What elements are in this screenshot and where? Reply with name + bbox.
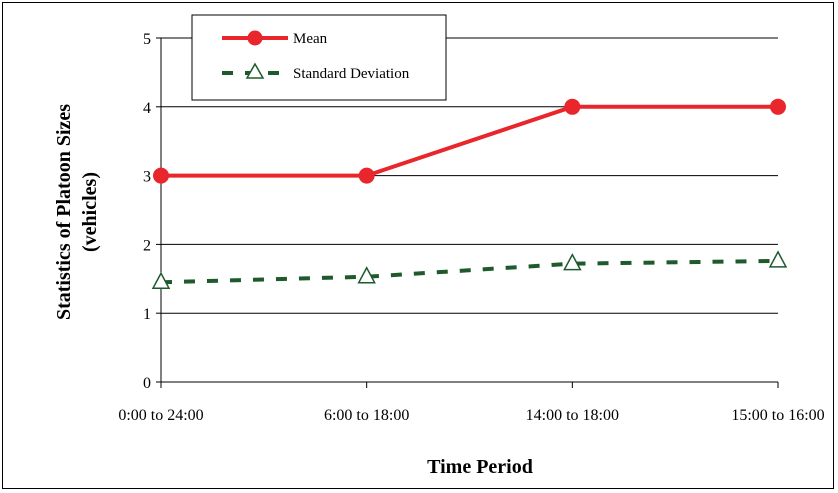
legend-box <box>191 14 447 101</box>
axes: 0 1 2 3 4 5 0:00 to 24:00 6:00 to 18:00 14:00 to… <box>118 31 824 424</box>
legend-mean-label: Mean <box>293 31 328 47</box>
y-axis-title-line2: (vehicles) <box>79 172 101 252</box>
y-axis-title-line1: Statistics of Platoon Sizes <box>53 104 75 320</box>
data-point-0-3 <box>770 98 786 115</box>
data-point-0-2 <box>564 98 581 115</box>
y-tick-label: 5 <box>143 31 151 48</box>
legend-mean-marker <box>247 30 263 46</box>
data-point-1-1 <box>357 266 376 284</box>
y-axis-title: Statistics of Platoon Sizes (vehicles) <box>53 104 101 320</box>
y-tick-label: 2 <box>143 237 151 254</box>
y-tick-label: 4 <box>143 100 151 117</box>
series-line-0 <box>161 104 778 178</box>
legend-sd-label: Standard Deviation <box>293 66 410 82</box>
data-point-0-0 <box>153 167 169 184</box>
y-tick-label: 0 <box>143 375 151 392</box>
y-tick-label: 1 <box>143 306 151 323</box>
data-point-1-3 <box>768 250 788 268</box>
legend-sd-marker <box>245 62 265 79</box>
series-line-1 <box>160 258 779 285</box>
data-point-1-2 <box>563 253 582 271</box>
x-tick-label: 0:00 to 24:00 <box>118 407 203 424</box>
legend: Mean Standard Deviation <box>191 14 447 101</box>
series <box>151 98 788 289</box>
data-point-0-1 <box>358 167 375 184</box>
x-axis-title: Time Period <box>427 456 533 478</box>
data-point-1-0 <box>151 271 171 289</box>
y-tick-label: 3 <box>143 169 151 186</box>
x-tick-label: 14:00 to 18:00 <box>526 407 619 424</box>
x-tick-label: 15:00 to 16:00 <box>731 407 824 424</box>
x-tick-label: 6:00 to 18:00 <box>324 407 409 424</box>
